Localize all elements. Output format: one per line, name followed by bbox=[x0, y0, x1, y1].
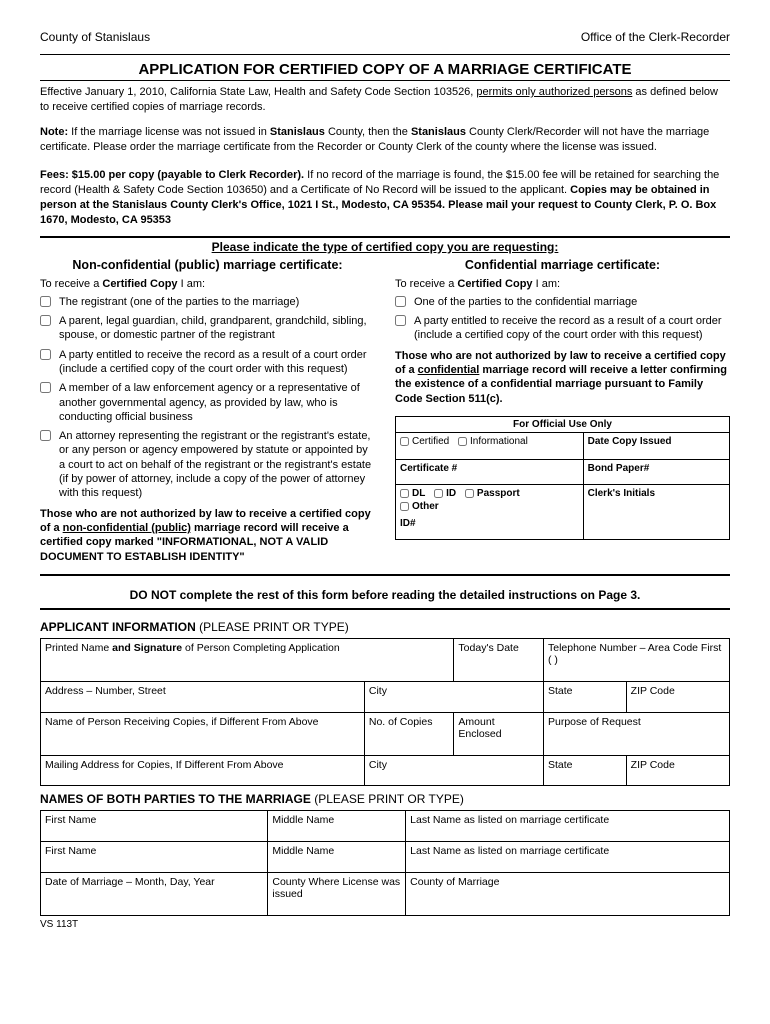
noncon-heading: Non-confidential (public) marriage certi… bbox=[40, 258, 375, 272]
con-cb-2: A party entitled to receive the record a… bbox=[395, 314, 730, 343]
certified-checkbox[interactable] bbox=[400, 437, 409, 446]
header-row: County of Stanislaus Office of the Clerk… bbox=[40, 30, 730, 44]
header-rule bbox=[40, 54, 730, 55]
name-sig-cell[interactable]: Printed Name and Signature of Person Com… bbox=[41, 638, 454, 681]
idnum-label: ID# bbox=[400, 518, 416, 529]
p1-first-cell[interactable]: First Name bbox=[41, 811, 268, 842]
con-cb-1: One of the parties to the confidential m… bbox=[395, 295, 730, 309]
county-marriage-cell[interactable]: County of Marriage bbox=[406, 872, 730, 915]
mid-rule-1 bbox=[40, 574, 730, 576]
noncon-cb-4: A member of a law enforcement agency or … bbox=[40, 381, 375, 424]
con-column: Confidential marriage certificate: To re… bbox=[395, 258, 730, 564]
do-not-text: DO NOT complete the rest of this form be… bbox=[40, 588, 730, 602]
header-left: County of Stanislaus bbox=[40, 30, 150, 44]
parties-heading: NAMES OF BOTH PARTIES TO THE MARRIAGE (P… bbox=[40, 792, 730, 806]
noncon-column: Non-confidential (public) marriage certi… bbox=[40, 258, 375, 564]
title-rule bbox=[40, 80, 730, 81]
dom-cell[interactable]: Date of Marriage – Month, Day, Year bbox=[41, 872, 268, 915]
bond-label: Bond Paper# bbox=[588, 463, 650, 474]
footer-row: VS 113T bbox=[40, 919, 730, 930]
p2-first-cell[interactable]: First Name bbox=[41, 841, 268, 872]
id-checkbox[interactable] bbox=[434, 489, 443, 498]
today-cell[interactable]: Today's Date bbox=[454, 638, 544, 681]
recv-name-cell[interactable]: Name of Person Receiving Copies, if Diff… bbox=[41, 712, 365, 755]
noncon-cb-3: A party entitled to receive the record a… bbox=[40, 348, 375, 377]
passport-checkbox[interactable] bbox=[465, 489, 474, 498]
note-text: Note: If the marriage license was not is… bbox=[40, 125, 730, 155]
form-title: APPLICATION FOR CERTIFIED COPY OF A MARR… bbox=[40, 61, 730, 78]
mid-rule-2 bbox=[40, 608, 730, 610]
intro-text: Effective January 1, 2010, California St… bbox=[40, 85, 730, 115]
applicant-table: Printed Name and Signature of Person Com… bbox=[40, 638, 730, 787]
other-checkbox[interactable] bbox=[400, 502, 409, 511]
address-cell[interactable]: Address – Number, Street bbox=[41, 681, 365, 712]
con-checkbox-2[interactable] bbox=[395, 315, 406, 326]
official-title: For Official Use Only bbox=[396, 417, 729, 433]
noncon-lead: To receive a Certified Copy I am: bbox=[40, 278, 375, 290]
noncon-cb-2: A parent, legal guardian, child, grandpa… bbox=[40, 314, 375, 343]
informational-checkbox[interactable] bbox=[458, 437, 467, 446]
indicate-heading: Please indicate the type of certified co… bbox=[40, 240, 730, 254]
amount-cell[interactable]: Amount Enclosed bbox=[454, 712, 544, 755]
con-checkbox-1[interactable] bbox=[395, 296, 406, 307]
con-heading: Confidential marriage certificate: bbox=[395, 258, 730, 272]
noncon-cb-5: An attorney representing the registrant … bbox=[40, 429, 375, 500]
p2-last-cell[interactable]: Last Name as listed on marriage certific… bbox=[406, 841, 730, 872]
state-cell-2[interactable]: State bbox=[543, 755, 626, 786]
p1-last-cell[interactable]: Last Name as listed on marriage certific… bbox=[406, 811, 730, 842]
zip-cell-2[interactable]: ZIP Code bbox=[626, 755, 729, 786]
date-issued-label: Date Copy Issued bbox=[588, 436, 672, 447]
noncon-checkbox-1[interactable] bbox=[40, 296, 51, 307]
p2-middle-cell[interactable]: Middle Name bbox=[268, 841, 406, 872]
city-cell-2[interactable]: City bbox=[364, 755, 543, 786]
state-cell-1[interactable]: State bbox=[543, 681, 626, 712]
phone-cell[interactable]: Telephone Number – Area Code First( ) bbox=[543, 638, 729, 681]
form-code: VS 113T bbox=[40, 919, 78, 930]
city-cell-1[interactable]: City bbox=[364, 681, 543, 712]
purpose-cell[interactable]: Purpose of Request bbox=[543, 712, 729, 755]
noncon-checkbox-3[interactable] bbox=[40, 349, 51, 360]
con-lead: To receive a Certified Copy I am: bbox=[395, 278, 730, 290]
parties-table: First Name Middle Name Last Name as list… bbox=[40, 810, 730, 915]
noncon-checkbox-5[interactable] bbox=[40, 430, 51, 441]
initials-label: Clerk's Initials bbox=[588, 488, 655, 499]
noncon-cb-1: The registrant (one of the parties to th… bbox=[40, 295, 375, 309]
cert-type-columns: Non-confidential (public) marriage certi… bbox=[40, 258, 730, 564]
applicant-heading: APPLICANT INFORMATION (PLEASE PRINT OR T… bbox=[40, 620, 730, 634]
official-use-box: For Official Use Only Certified Informat… bbox=[395, 416, 730, 540]
fees-text: Fees: $15.00 per copy (payable to Clerk … bbox=[40, 168, 730, 227]
noncon-checkbox-4[interactable] bbox=[40, 382, 51, 393]
noncon-checkbox-2[interactable] bbox=[40, 315, 51, 326]
con-unauth: Those who are not authorized by law to r… bbox=[395, 349, 730, 406]
fees-rule bbox=[40, 236, 730, 238]
p1-middle-cell[interactable]: Middle Name bbox=[268, 811, 406, 842]
copies-cell[interactable]: No. of Copies bbox=[364, 712, 454, 755]
header-right: Office of the Clerk-Recorder bbox=[581, 30, 730, 44]
county-issued-cell[interactable]: County Where License was issued bbox=[268, 872, 406, 915]
zip-cell-1[interactable]: ZIP Code bbox=[626, 681, 729, 712]
cert-no-label: Certificate # bbox=[400, 463, 457, 474]
dl-checkbox[interactable] bbox=[400, 489, 409, 498]
noncon-unauth: Those who are not authorized by law to r… bbox=[40, 507, 375, 564]
mail-addr-cell[interactable]: Mailing Address for Copies, If Different… bbox=[41, 755, 365, 786]
